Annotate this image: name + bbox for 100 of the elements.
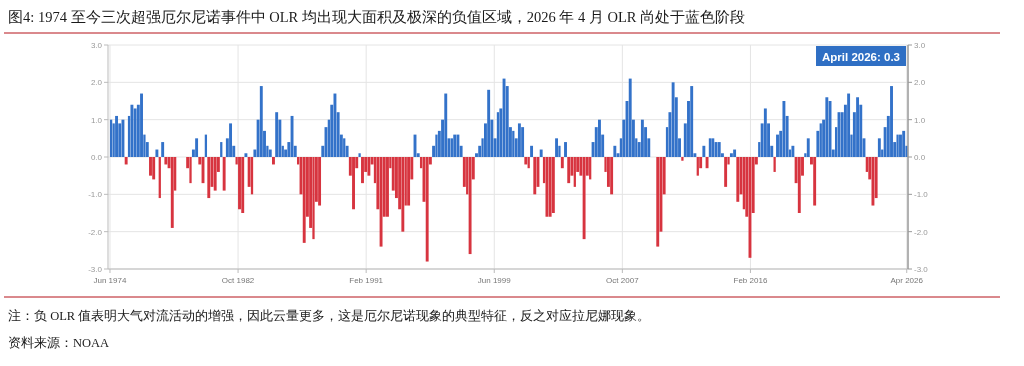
bar <box>533 157 537 195</box>
bar <box>268 149 272 157</box>
bar <box>524 157 528 165</box>
y2-tick-label: -3.0 <box>914 265 929 274</box>
bar <box>352 157 355 210</box>
text: 注：负 OLR 值表明大气对流活动的增强，因此云量更多，这是厄尔尼诺现象的典型特征，反之对应拉尼娜现象。 <box>8 308 651 323</box>
bar <box>358 153 361 157</box>
bar <box>708 138 712 157</box>
bar <box>386 157 389 217</box>
bar <box>681 157 684 161</box>
bar <box>582 157 586 240</box>
bar <box>548 157 552 217</box>
bar <box>517 123 521 157</box>
bar <box>791 145 795 157</box>
bar <box>244 153 248 157</box>
bar <box>435 134 438 157</box>
bar <box>149 157 152 176</box>
bar <box>847 93 851 157</box>
y-tick-label: 2.0 <box>90 78 103 88</box>
x-tick-label: Jun 1999 <box>477 276 512 285</box>
bar <box>155 149 159 157</box>
bar <box>856 97 860 157</box>
bar <box>560 157 564 169</box>
bar <box>521 127 525 157</box>
bar <box>401 157 405 232</box>
bar <box>170 157 174 228</box>
bar <box>124 157 128 165</box>
bar <box>712 138 715 157</box>
bar <box>896 134 899 157</box>
bar <box>312 157 315 240</box>
y2-tick-label: -1.0 <box>914 190 929 200</box>
bar <box>890 86 893 157</box>
bar <box>456 134 460 157</box>
y2-tick-label: 3.0 <box>914 41 926 50</box>
bar <box>564 142 567 157</box>
bar <box>238 157 241 210</box>
bar <box>487 89 491 157</box>
y-tick-label: 1.0 <box>90 115 103 125</box>
bar <box>806 138 810 157</box>
bar <box>776 134 779 157</box>
bar <box>259 86 263 157</box>
x-tick-label: Apr 2026 <box>890 276 924 285</box>
x-tick-label: Feb 2016 <box>733 276 768 285</box>
bar <box>207 157 211 199</box>
bar <box>161 142 165 157</box>
x-tick-label: Feb 1991 <box>349 276 384 285</box>
bar <box>733 149 737 157</box>
bar <box>705 157 709 169</box>
bar <box>115 115 118 157</box>
bar <box>361 157 364 184</box>
bar <box>302 157 306 243</box>
bar <box>763 108 767 157</box>
x-tick-label: Oct 1982 <box>221 276 255 285</box>
y2-tick-label: 2.0 <box>914 78 926 88</box>
y2-tick-label: 1.0 <box>914 115 926 125</box>
y-tick-label: 0.0 <box>90 153 103 162</box>
bar <box>164 157 168 165</box>
bar <box>729 153 733 157</box>
bar <box>899 134 902 157</box>
bar <box>610 157 614 195</box>
bar <box>551 157 555 213</box>
y2-tick-label: 0.0 <box>914 153 926 162</box>
y2-tick-label: -2.0 <box>914 227 929 237</box>
bar <box>272 157 275 165</box>
bar <box>229 123 232 157</box>
bar <box>640 119 644 157</box>
bar <box>598 119 601 157</box>
bar <box>425 157 429 262</box>
bar <box>195 138 199 157</box>
bar <box>407 157 411 206</box>
bar <box>813 157 817 206</box>
bar <box>877 138 881 157</box>
bar <box>871 157 875 206</box>
bar <box>333 93 337 157</box>
bar <box>656 157 660 247</box>
bar <box>825 97 829 157</box>
bar <box>702 145 706 157</box>
bar <box>130 104 134 157</box>
y-tick-label: -3.0 <box>88 265 103 274</box>
x-tick-label: Oct 2007 <box>606 276 640 285</box>
bar <box>736 157 740 202</box>
bar <box>539 149 543 157</box>
bar <box>545 157 549 217</box>
bar <box>902 130 906 157</box>
bar <box>152 157 156 180</box>
bar <box>724 157 728 187</box>
bar <box>530 145 534 157</box>
bar <box>555 138 558 157</box>
bar <box>213 157 217 191</box>
bar <box>613 145 617 157</box>
bar <box>696 157 699 176</box>
y-tick-label: -1.0 <box>88 190 103 200</box>
bar <box>241 157 245 213</box>
bar <box>379 157 383 247</box>
chart-title: 图4: 1974 至今三次超强厄尔尼诺事件中 OLR 均出现大面积及极深的负值区域，2026 年 4 月 OLR 尚处于蓝色阶段 <box>8 9 746 25</box>
y-tick-label: 3.0 <box>90 41 103 50</box>
bar <box>567 157 571 184</box>
bar <box>222 157 226 191</box>
bar <box>275 112 279 157</box>
bar <box>797 157 801 213</box>
